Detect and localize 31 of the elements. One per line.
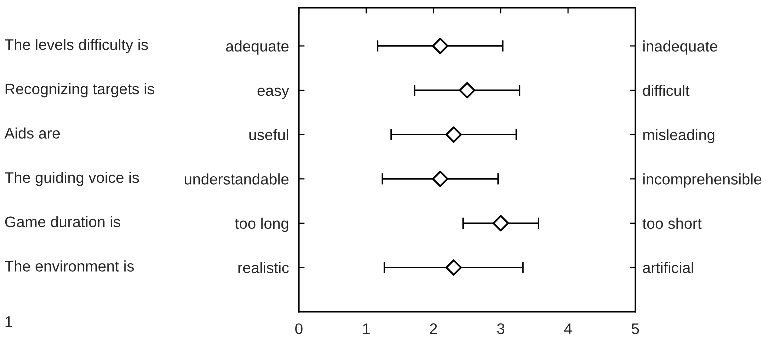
y-tick-label: easy xyxy=(258,88,290,100)
x-tick-label: 1 xyxy=(363,324,370,334)
y-tick-label: realistic xyxy=(238,262,290,274)
x-tick-label: 3 xyxy=(497,324,505,334)
y-tick-label: useful xyxy=(250,129,288,141)
text: Recognizing targets is xyxy=(6,83,154,98)
x-tick-label: 2 xyxy=(430,324,438,334)
y-tick-label: adequate xyxy=(226,40,289,55)
point xyxy=(459,82,476,99)
y2-tick-label: artificial xyxy=(643,262,694,274)
point xyxy=(432,170,449,188)
y2-tick-label: inadequate xyxy=(644,40,718,55)
text: 1 xyxy=(6,316,12,328)
text: The environment is xyxy=(5,260,134,272)
text: Aids are xyxy=(4,128,60,139)
text: Game duration is xyxy=(5,216,120,228)
x-tick-label: 4 xyxy=(564,324,572,334)
point xyxy=(446,126,462,144)
y2-tick-label: incomprehensible xyxy=(644,174,762,188)
y2-tick-label: difficult xyxy=(643,84,690,96)
y-tick-label: too long xyxy=(235,218,288,232)
point xyxy=(492,215,510,232)
y2-tick-label: misleading xyxy=(644,129,715,144)
text: The levels difficulty is xyxy=(5,39,148,54)
x-tick-label: 0 xyxy=(295,324,303,334)
text: The guiding voice is xyxy=(5,172,140,186)
y-tick-label: understandable xyxy=(185,174,289,185)
point xyxy=(446,260,462,276)
point xyxy=(432,38,449,54)
y2-tick-label: too short xyxy=(642,218,702,230)
x-tick-label: 5 xyxy=(632,324,640,334)
